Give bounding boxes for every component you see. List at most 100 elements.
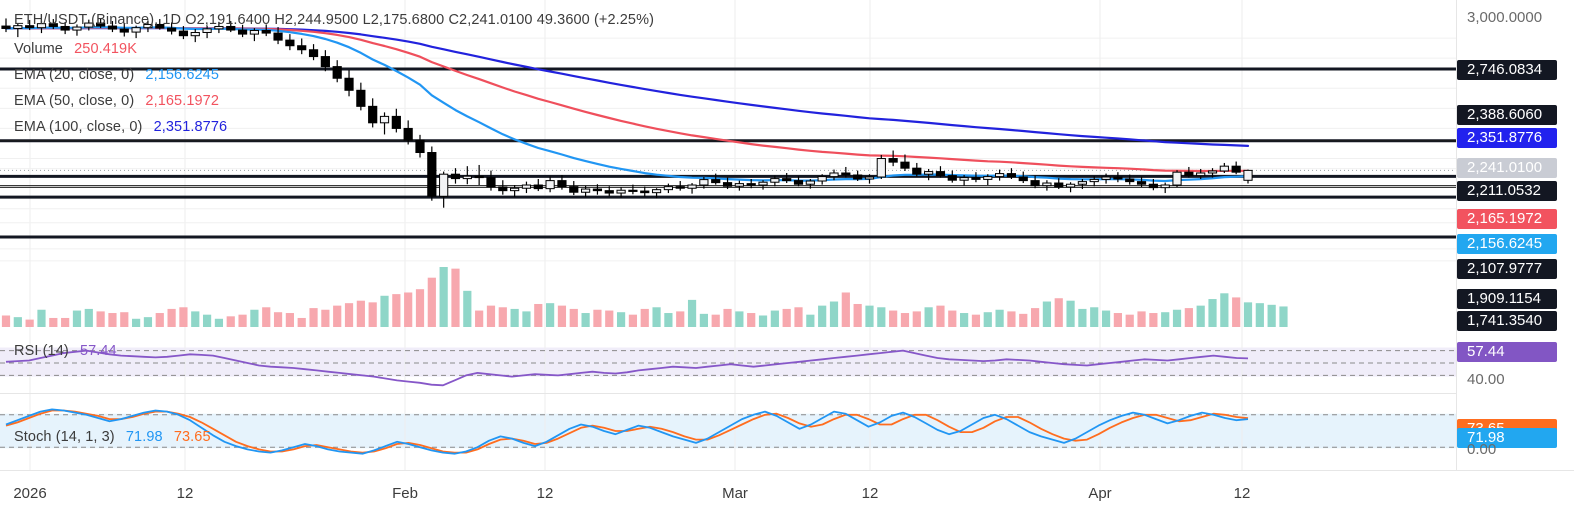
price-axis-tick[interactable]: 2,241.0100 [1457, 158, 1557, 178]
candle-body[interactable] [462, 175, 472, 180]
candle-body[interactable] [1113, 176, 1123, 180]
price-axis[interactable]: 3,000.0000 2,746.0834 2,388.6060 2,351.8776… [1456, 0, 1574, 470]
candle-body[interactable] [675, 186, 685, 189]
candle-body[interactable] [604, 190, 614, 194]
candle-body[interactable] [308, 49, 319, 58]
price-axis-tick[interactable]: 57.44 [1457, 342, 1557, 362]
candle-body[interactable] [379, 115, 390, 124]
price-axis-tick[interactable]: 40.00 [1467, 371, 1505, 388]
candle-body[interactable] [356, 89, 366, 107]
candle-body[interactable] [1231, 165, 1241, 173]
candle-body[interactable] [1018, 176, 1028, 182]
candle-body[interactable] [841, 172, 851, 176]
candle-body[interactable] [13, 25, 23, 29]
candle-body[interactable] [415, 139, 425, 154]
candle-body[interactable] [651, 189, 662, 194]
rsi-pane[interactable] [0, 332, 1456, 394]
candle-body[interactable] [1030, 180, 1040, 187]
candle-body[interactable] [190, 31, 200, 37]
price-axis-tick[interactable]: 2,211.0532 [1457, 181, 1557, 201]
candle-body[interactable] [770, 178, 780, 183]
candle-body[interactable] [864, 176, 875, 180]
ema50-legend[interactable]: EMA (50, close, 0) 2,165.1972 [14, 93, 219, 109]
candle-body[interactable] [107, 25, 118, 30]
candle-body[interactable] [474, 175, 484, 179]
candle-body[interactable] [1125, 178, 1135, 183]
candle-body[interactable] [439, 173, 449, 197]
candle-body[interactable] [1219, 165, 1229, 172]
candle-body[interactable] [1101, 176, 1111, 180]
candle-body[interactable] [1136, 181, 1147, 185]
candle-body[interactable] [131, 27, 141, 33]
candle-body[interactable] [1089, 178, 1099, 183]
candle-body[interactable] [36, 23, 47, 29]
candle-body[interactable] [391, 115, 401, 129]
candle-body[interactable] [510, 187, 520, 192]
candle-body[interactable] [486, 177, 496, 188]
candle-body[interactable] [793, 180, 804, 185]
candle-body[interactable] [687, 184, 697, 189]
price-axis-tick[interactable]: 71.98 [1457, 428, 1557, 448]
candle-body[interactable] [237, 29, 248, 35]
candle-body[interactable] [557, 180, 567, 188]
candle-body[interactable] [1006, 173, 1017, 178]
candle-body[interactable] [332, 66, 342, 79]
candle-body[interactable] [1243, 169, 1253, 181]
candle-body[interactable] [722, 182, 733, 187]
candle-body[interactable] [450, 173, 461, 180]
candle-body[interactable] [273, 32, 283, 41]
candle-body[interactable] [995, 173, 1005, 178]
candle-body[interactable] [297, 45, 307, 51]
candle-body[interactable] [947, 175, 957, 181]
candle-body[interactable] [1184, 171, 1194, 177]
candle-body[interactable] [1160, 184, 1170, 189]
time-axis[interactable]: 2026 12 Feb 12 Mar 12 Apr 12 [0, 470, 1574, 526]
candle-body[interactable] [912, 167, 922, 175]
candle-body[interactable] [581, 188, 591, 193]
candle-body[interactable] [1077, 181, 1088, 185]
price-axis-tick[interactable]: 2,165.1972 [1457, 209, 1557, 229]
candle-body[interactable] [261, 29, 271, 34]
candle-body[interactable] [60, 25, 70, 31]
candle-body[interactable] [96, 22, 106, 27]
price-axis-tick[interactable]: 0.00 [1467, 441, 1497, 458]
candle-body[interactable] [84, 22, 94, 28]
candle-body[interactable] [344, 77, 354, 91]
price-axis-tick[interactable]: 2,156.6245 [1457, 234, 1557, 254]
price-axis-tick[interactable]: 2,388.6060 [1457, 105, 1557, 125]
candle-body[interactable] [25, 25, 35, 29]
candle-body[interactable] [143, 23, 153, 29]
volume-legend[interactable]: Volume 250.419K [14, 41, 137, 57]
candle-body[interactable] [1172, 171, 1182, 186]
candle-body[interactable] [983, 176, 993, 180]
candle-body[interactable] [521, 184, 532, 189]
candle-body[interactable] [876, 158, 886, 178]
candle-body[interactable] [249, 29, 260, 35]
stoch-pane[interactable] [0, 394, 1456, 470]
candle-body[interactable] [1054, 182, 1064, 188]
candle-body[interactable] [167, 27, 177, 32]
candle-body[interactable] [1065, 183, 1076, 188]
candle-body[interactable] [155, 23, 165, 29]
price-axis-tick[interactable]: 2,746.0834 [1457, 60, 1557, 80]
price-axis-tick[interactable]: 2,107.9777 [1457, 259, 1557, 279]
candle-body[interactable] [1196, 172, 1206, 177]
rsi-legend[interactable]: RSI (14) 57.44 [14, 343, 117, 359]
candle-body[interactable] [1148, 183, 1158, 189]
candle-body[interactable] [711, 179, 721, 184]
candle-body[interactable] [226, 25, 236, 31]
candle-body[interactable] [403, 127, 413, 141]
candle-body[interactable] [1042, 182, 1052, 187]
ema20-legend[interactable]: EMA (20, close, 0) 2,156.6245 [14, 67, 219, 83]
candle-body[interactable] [888, 158, 898, 163]
candle-body[interactable] [829, 172, 839, 178]
candle-body[interactable] [119, 28, 129, 33]
candle-body[interactable] [853, 174, 863, 180]
candle-body[interactable] [628, 189, 638, 192]
candle-body[interactable] [746, 183, 756, 186]
candle-body[interactable] [959, 177, 969, 181]
candle-body[interactable] [285, 39, 295, 47]
candle-body[interactable] [1207, 170, 1218, 174]
candle-body[interactable] [178, 30, 189, 37]
candle-body[interactable] [971, 177, 981, 180]
